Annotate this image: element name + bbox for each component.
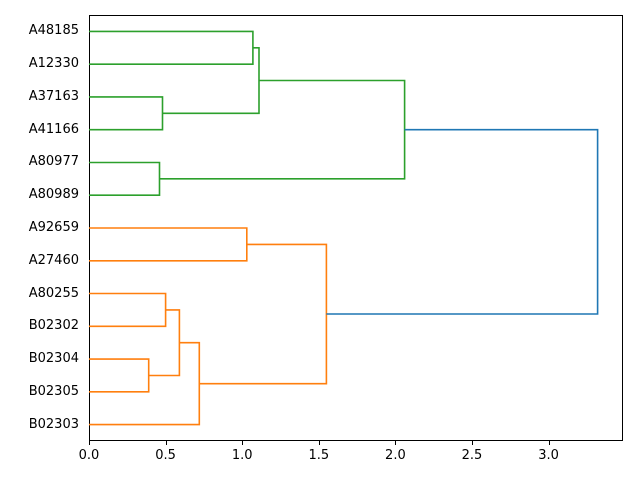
leaf-label: A48185 — [28, 23, 79, 39]
leaf-label: A80255 — [28, 285, 79, 301]
x-tick-mark — [548, 441, 550, 445]
x-tick-mark — [165, 441, 167, 445]
leaf-label: B02305 — [28, 383, 79, 399]
x-tick-label: 1.0 — [231, 448, 253, 463]
x-tick-mark — [242, 441, 244, 445]
leaf-label: B02303 — [28, 416, 79, 432]
leaf-label: A80977 — [28, 154, 79, 170]
leaf-label: A12330 — [28, 56, 79, 72]
leaf-label: A80989 — [28, 187, 79, 203]
x-tick-label: 0.5 — [155, 448, 176, 463]
x-tick-label: 3.0 — [538, 448, 559, 463]
x-tick-label: 0.0 — [78, 448, 100, 463]
leaf-label: A92659 — [28, 220, 79, 235]
leaf-label: B02304 — [28, 351, 79, 367]
x-tick-label: 1.5 — [308, 448, 330, 463]
x-tick-label: 2.0 — [385, 448, 406, 463]
leaf-label: A41166 — [28, 121, 79, 137]
dendrogram-links — [89, 30, 599, 426]
x-tick-label: 2.5 — [461, 448, 483, 463]
leaf-label: A37163 — [28, 88, 79, 104]
plot-area — [89, 15, 623, 441]
leaf-label: A27460 — [28, 252, 79, 268]
x-tick-mark — [472, 441, 473, 445]
leaf-label: B02302 — [28, 318, 79, 334]
x-tick-mark — [318, 441, 320, 445]
x-tick-mark — [89, 441, 90, 445]
x-tick-mark — [395, 441, 397, 445]
